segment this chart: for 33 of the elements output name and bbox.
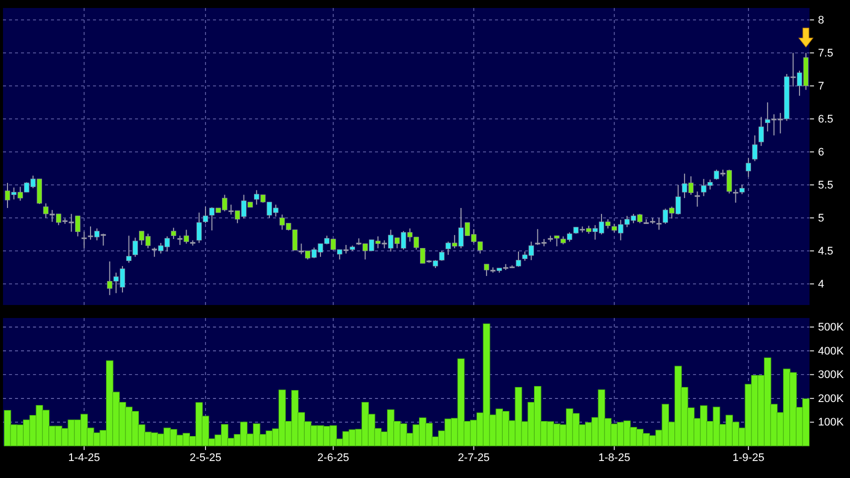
- y-tick-label: 6: [818, 146, 824, 158]
- x-tick-label: 1-8-25: [598, 452, 630, 464]
- y-tick-label: 8: [818, 14, 824, 26]
- candlestick: [126, 235, 132, 264]
- candlestick: [746, 157, 752, 178]
- x-tick-label: 1-9-25: [732, 452, 764, 464]
- candlestick: [170, 227, 176, 240]
- y-tick-label: 7: [818, 80, 824, 92]
- y-tick-label: 4.5: [818, 245, 834, 258]
- candlestick: [694, 190, 700, 208]
- y-tick-label: 4: [818, 278, 824, 290]
- y-tick-label: 6.5: [818, 113, 834, 126]
- candlestick: [132, 237, 138, 258]
- candlestick: [752, 134, 758, 162]
- x-tick-label: 1-4-25: [68, 452, 100, 464]
- y-tick-label: 200K: [818, 392, 844, 405]
- candlestick: [82, 231, 87, 249]
- y-tick-label: 300K: [818, 369, 844, 382]
- y-tick-label: 5.5: [818, 179, 834, 192]
- candlestick: [196, 212, 202, 244]
- y-tick-label: 500K: [818, 322, 844, 334]
- candlestick: [656, 217, 662, 230]
- candlestick: [439, 250, 444, 262]
- y-tick-label: 100K: [818, 416, 844, 429]
- candlestick: [202, 206, 208, 224]
- x-tick-label: 2-5-25: [190, 452, 222, 464]
- y-tick-label: 5: [818, 212, 824, 224]
- y-tick-label: 400K: [818, 345, 844, 358]
- candlestick: [758, 116, 764, 146]
- x-tick-label: 2-6-25: [317, 452, 350, 464]
- candlestick: [516, 251, 522, 268]
- y-tick-label: 7.5: [818, 47, 834, 60]
- x-tick-label: 2-7-25: [458, 452, 490, 464]
